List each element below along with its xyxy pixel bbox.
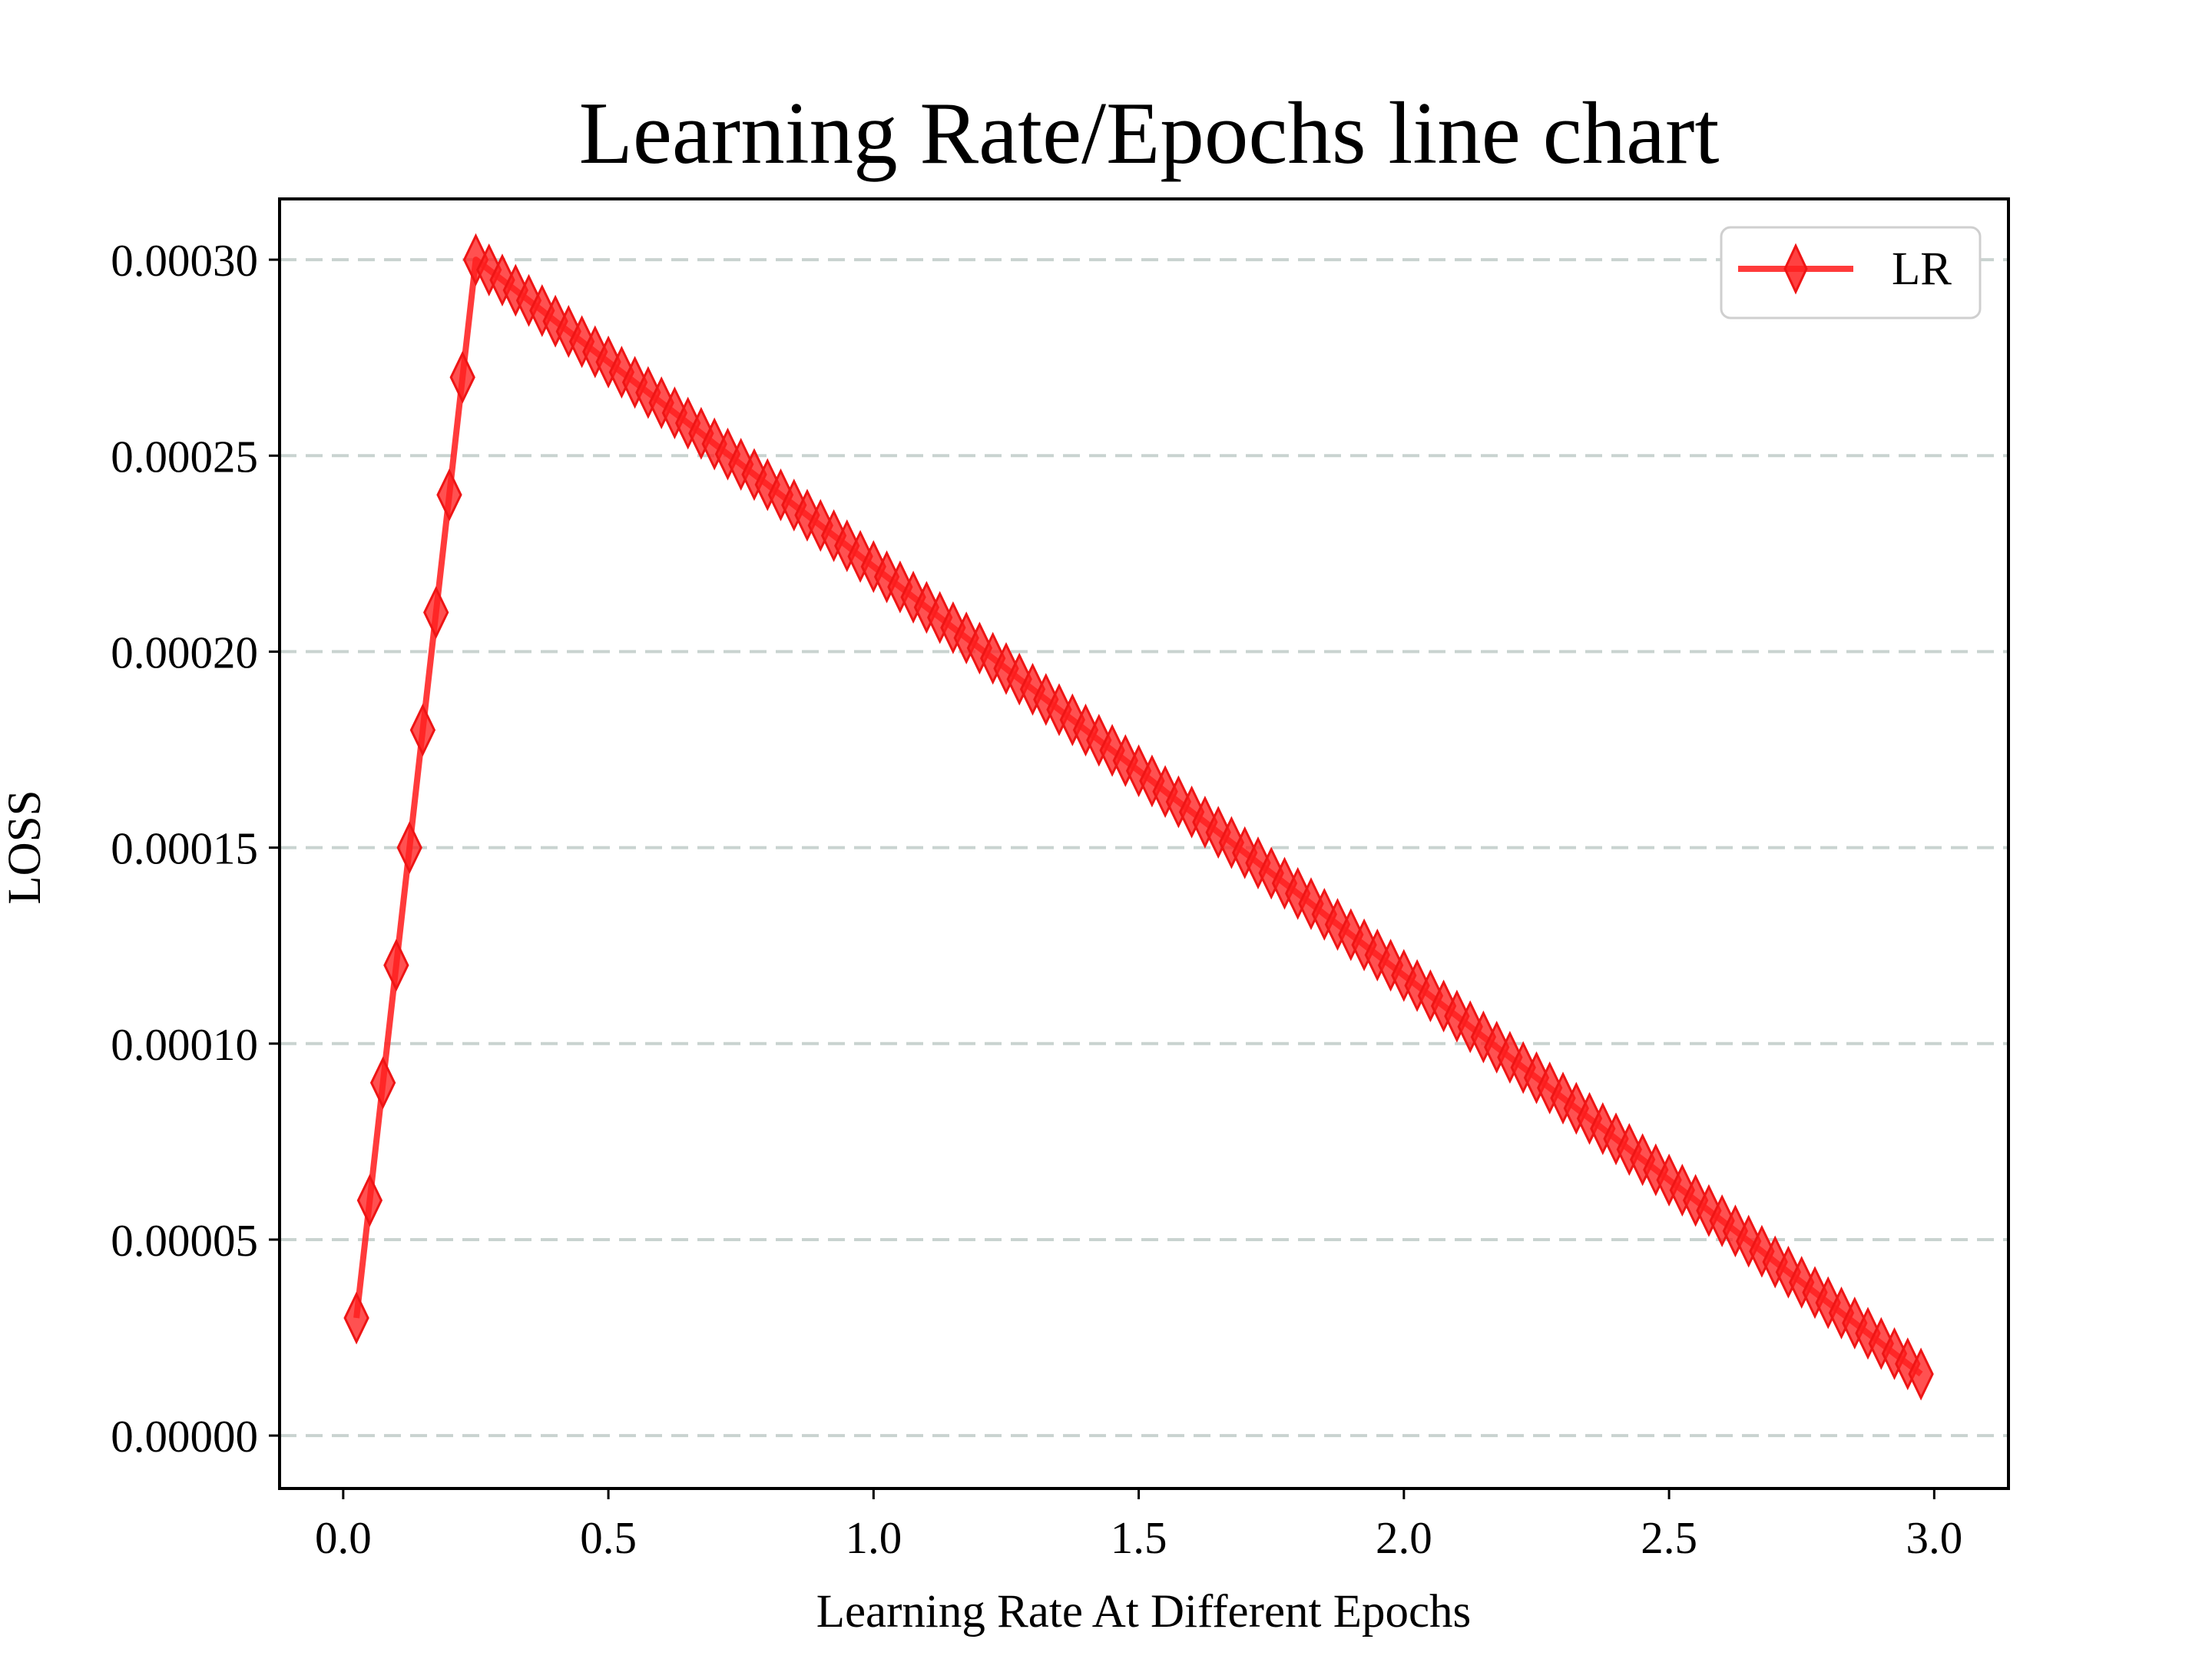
y-tick-label: 0.00025: [111, 431, 258, 482]
data-point-marker: [449, 350, 475, 404]
y-tick-label: 0.00000: [111, 1411, 258, 1462]
data-point-marker: [409, 704, 436, 757]
data-point-marker: [356, 1174, 383, 1227]
legend-marker-icon: [1783, 243, 1808, 295]
legend: LR: [1720, 226, 1982, 320]
y-tick-label: 0.00005: [111, 1215, 258, 1266]
y-tick-label: 0.00030: [111, 235, 258, 286]
y-tick-label: 0.00020: [111, 627, 258, 677]
chart-title: Learning Rate/Epochs line chart: [579, 84, 1720, 182]
data-point-marker: [423, 585, 449, 639]
data-point-marker: [1139, 754, 1165, 808]
x-tick-label: 0.0: [315, 1512, 372, 1563]
y-tick-label: 0.00010: [111, 1019, 258, 1070]
x-tick-label: 1.0: [845, 1512, 902, 1563]
x-axis-label: Learning Rate At Different Epochs: [816, 1586, 1472, 1637]
data-point-marker: [369, 1056, 396, 1110]
legend-box: [1720, 226, 1982, 320]
data-point-marker: [383, 939, 409, 992]
plot-frame: [278, 197, 2010, 1490]
x-tick-label: 0.5: [580, 1512, 637, 1563]
y-axis-ticks: 0.00000 0.00005 0.00010 0.00015 0.00020 0.000…: [111, 235, 280, 1462]
x-tick-label: 2.5: [1641, 1512, 1697, 1563]
series-lr: [343, 233, 1934, 1401]
x-axis-ticks: 0.0 0.5 1.0 1.5 2.0 2.5 3.0: [315, 1488, 1962, 1563]
data-point-marker: [608, 346, 635, 399]
legend-label-lr: LR: [1892, 243, 1952, 295]
data-point-marker: [343, 1291, 369, 1345]
y-tick-label: 0.00015: [111, 823, 258, 874]
data-point-marker: [436, 468, 462, 522]
y-axis-label: LOSS: [0, 790, 51, 904]
x-tick-label: 2.0: [1376, 1512, 1432, 1563]
x-tick-label: 1.5: [1111, 1512, 1167, 1563]
x-tick-label: 3.0: [1906, 1512, 1962, 1563]
data-point-marker: [396, 821, 422, 875]
data-point-marker: [1908, 1347, 1934, 1401]
